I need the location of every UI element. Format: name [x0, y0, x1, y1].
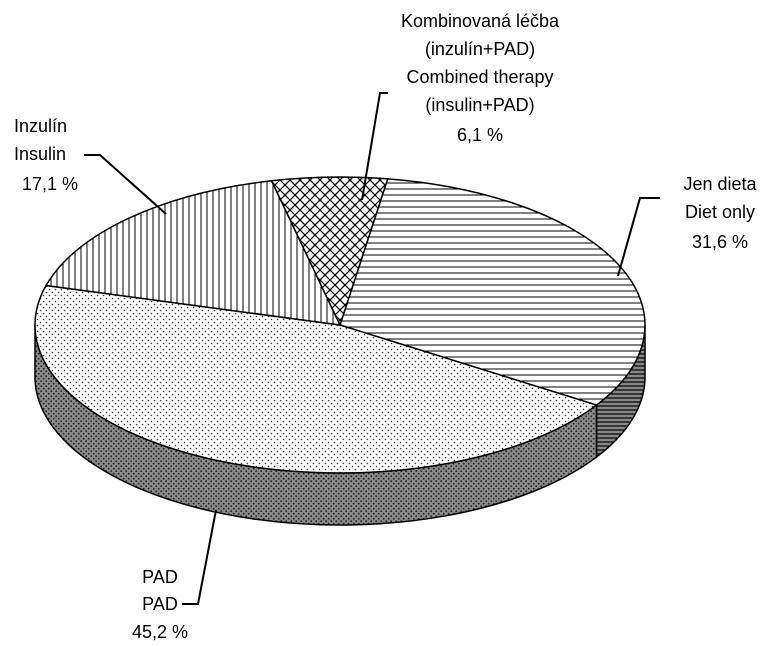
value-label: 45,2 % [132, 622, 188, 642]
category-label: Inzulín [14, 116, 67, 136]
category-label: Combined therapy [406, 67, 553, 87]
category-label: Kombinovaná léčba [401, 11, 560, 31]
category-label: PAD [142, 594, 178, 614]
labels: Jen dieta Diet only 31,6 % PAD PAD 45,2 % Inzu… [14, 11, 758, 642]
category-label: Diet only [685, 202, 755, 222]
leader-line [84, 154, 167, 215]
pie-tops [34, 176, 646, 474]
pie-slice [34, 284, 599, 474]
pie-slice [270, 176, 389, 328]
leader-line [617, 197, 660, 277]
category-label: Jen dieta [683, 174, 757, 194]
value-label: 31,6 % [692, 232, 748, 252]
pie-slice [44, 179, 342, 326]
category-label: (insulin+PAD) [425, 95, 534, 115]
value-label: 17,1 % [22, 174, 78, 194]
category-label: (inzulín+PAD) [425, 39, 535, 59]
category-label: PAD [142, 567, 178, 587]
category-label: Insulin [14, 144, 66, 164]
leader-line [182, 509, 217, 605]
value-label: 6,1 % [457, 125, 503, 145]
leader-line [361, 92, 388, 201]
